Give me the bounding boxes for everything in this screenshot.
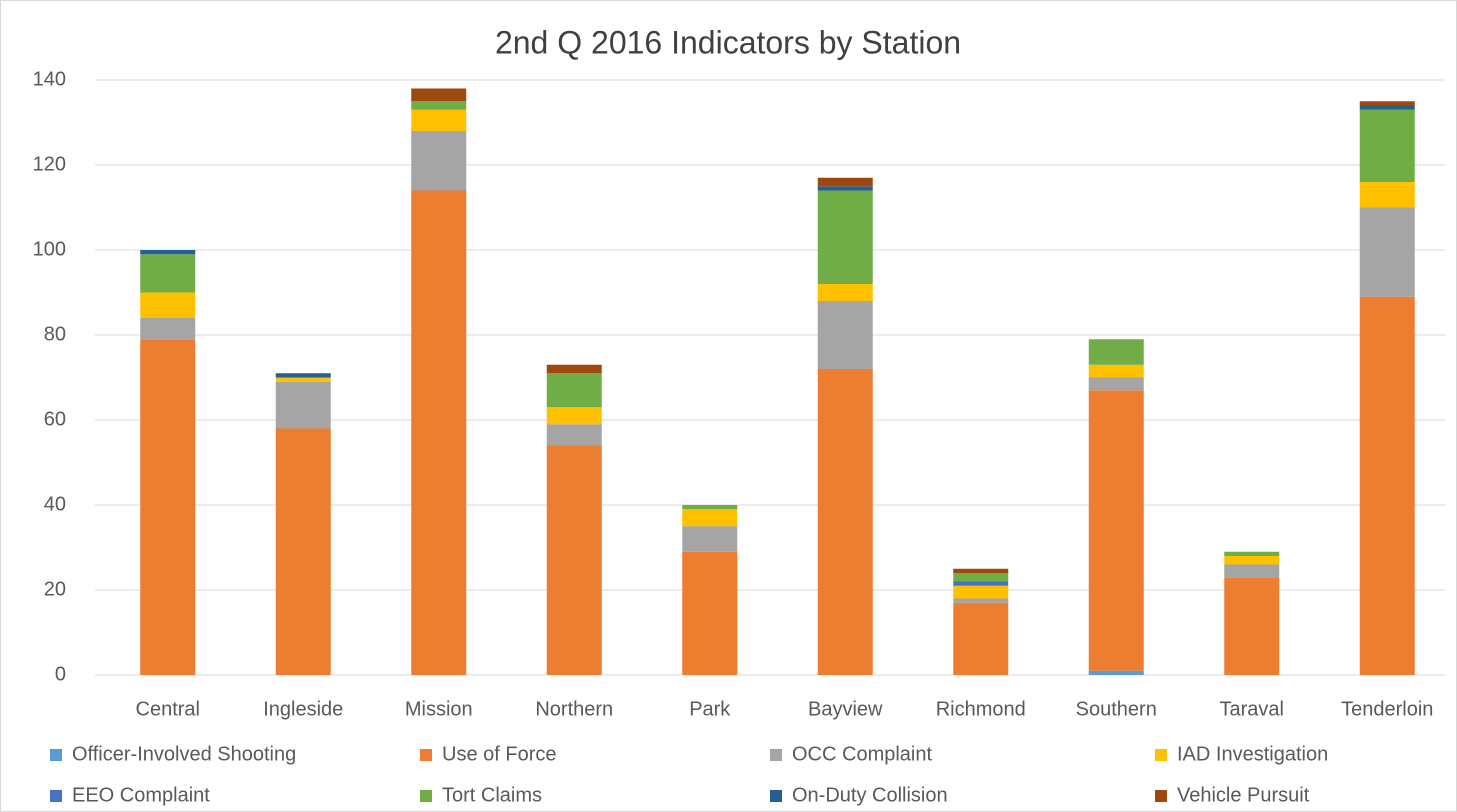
bar-segment <box>1224 564 1280 578</box>
bar-segment <box>411 109 467 131</box>
bar-segment <box>953 581 1009 586</box>
bar-segment <box>1359 296 1415 675</box>
legend-swatch <box>50 749 62 761</box>
bar-segment <box>953 585 1009 599</box>
legend-label: Vehicle Pursuit <box>1177 784 1310 806</box>
chart-title: 2nd Q 2016 Indicators by Station <box>495 24 961 60</box>
bar-segment <box>953 602 1009 675</box>
x-tick-label: Park <box>689 698 731 720</box>
legend-swatch <box>770 790 782 802</box>
x-tick-label: Southern <box>1076 698 1157 720</box>
y-tick-label: 100 <box>33 238 66 260</box>
legend-swatch <box>1155 749 1167 761</box>
bar-segment <box>546 424 602 446</box>
legend-label: Use of Force <box>442 743 556 765</box>
bar-segment <box>817 284 873 301</box>
legend-swatch <box>1155 790 1167 802</box>
bar-segment <box>275 373 331 378</box>
y-tick-label: 0 <box>55 663 66 685</box>
bar-segment <box>1224 556 1280 565</box>
x-tick-label: Richmond <box>936 698 1026 720</box>
bar-segment <box>140 250 196 255</box>
legend-label: IAD Investigation <box>1177 743 1328 765</box>
legend-swatch <box>420 790 432 802</box>
bar-segment <box>140 292 196 318</box>
bar-segment <box>1359 101 1415 106</box>
bar-segment <box>1088 670 1144 675</box>
bar-segment <box>817 190 873 284</box>
legend-swatch <box>770 749 782 761</box>
y-tick-label: 60 <box>44 408 66 430</box>
bar-segment <box>411 131 467 191</box>
y-tick-label: 80 <box>44 323 66 345</box>
x-tick-label: Ingleside <box>263 698 343 720</box>
bar-segment <box>1359 182 1415 208</box>
bar-segment <box>1088 364 1144 378</box>
legend-label: On-Duty Collision <box>792 784 948 806</box>
bar-segment <box>411 190 467 675</box>
x-tick-label: Taraval <box>1220 698 1284 720</box>
x-tick-label: Northern <box>535 698 613 720</box>
bar-segment <box>546 364 602 374</box>
bar-segment <box>1088 377 1144 391</box>
x-tick-label: Mission <box>405 698 473 720</box>
bar-segment <box>817 186 873 191</box>
bar-segment <box>411 88 467 102</box>
bar-segment <box>140 254 196 293</box>
bar-segment <box>953 598 1009 603</box>
x-tick-label: Bayview <box>808 698 883 720</box>
bar-segment <box>817 369 873 675</box>
bar-segment <box>140 318 196 340</box>
y-tick-label: 40 <box>44 493 66 515</box>
legend-swatch <box>50 790 62 802</box>
bar-segment <box>275 428 331 675</box>
bar-segment <box>1224 551 1280 556</box>
legend-label: Officer-Involved Shooting <box>72 743 296 765</box>
x-tick-label: Central <box>136 698 200 720</box>
bar-segment <box>682 509 738 527</box>
bar-segment <box>682 526 738 552</box>
bar-segment <box>1359 207 1415 297</box>
bar-segment <box>546 407 602 425</box>
bar-segment <box>1359 105 1415 110</box>
bar-segment <box>817 177 873 187</box>
bar-segment <box>546 445 602 675</box>
bar-segment <box>275 377 331 382</box>
legend-label: OCC Complaint <box>792 743 932 765</box>
bar-segment <box>546 373 602 408</box>
bar-segment <box>953 573 1009 582</box>
bar-segment <box>1088 390 1144 671</box>
bar-segment <box>953 568 1009 573</box>
legend-label: Tort Claims <box>442 784 542 806</box>
bar-segment <box>1359 109 1415 182</box>
legend-swatch <box>420 749 432 761</box>
bar-segment <box>817 301 873 369</box>
bar-segment <box>682 551 738 675</box>
y-tick-label: 20 <box>44 578 66 600</box>
bar-segment <box>275 381 331 429</box>
x-tick-label: Tenderloin <box>1341 698 1433 720</box>
legend-label: EEO Complaint <box>72 784 210 806</box>
y-tick-label: 140 <box>33 68 66 90</box>
bar-segment <box>682 505 738 510</box>
y-tick-label: 120 <box>33 153 66 175</box>
bar-segment <box>1088 339 1144 365</box>
bar-segment <box>1224 577 1280 675</box>
bar-segment <box>140 339 196 675</box>
bar-segment <box>411 101 467 110</box>
